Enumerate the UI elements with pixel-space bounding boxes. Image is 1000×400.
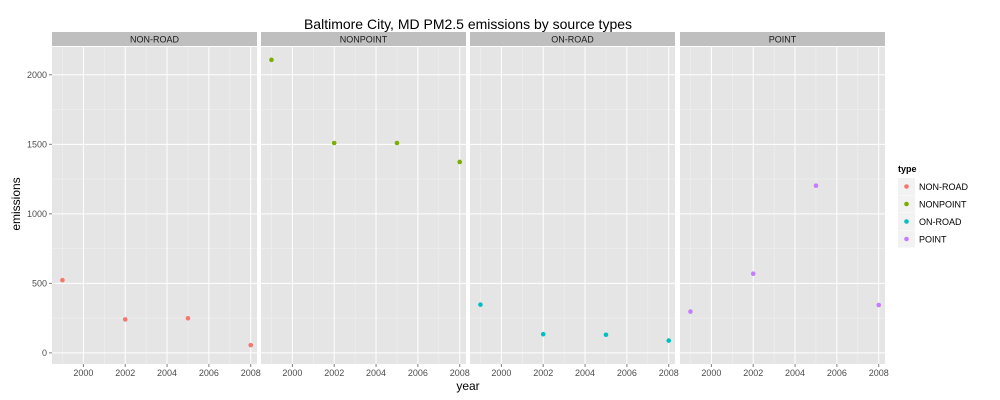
legend-point xyxy=(904,184,909,189)
panel-background xyxy=(261,47,466,364)
facet-strip-label: NON-ROAD xyxy=(130,35,179,45)
legend-item: POINT xyxy=(898,230,947,248)
y-tick-label: 1500 xyxy=(27,139,47,149)
x-axis-title: year xyxy=(456,379,479,393)
x-tick-label: 2000 xyxy=(701,368,721,378)
data-point xyxy=(394,140,400,146)
legend-item: NON-ROAD xyxy=(898,178,968,195)
data-point xyxy=(876,302,882,308)
facet-strip-label: NONPOINT xyxy=(340,35,388,45)
facet-panel-on-road: ON-ROAD 2000 2002 2004 2006 2008 xyxy=(470,32,679,378)
legend-label: NONPOINT xyxy=(919,200,967,210)
data-point xyxy=(122,317,128,322)
data-point xyxy=(60,277,65,283)
x-tick-label: 2000 xyxy=(73,368,93,378)
x-tick-label: 2002 xyxy=(533,368,553,378)
data-point xyxy=(269,57,274,63)
legend-label: ON-ROAD xyxy=(919,217,962,227)
data-point xyxy=(750,271,756,277)
facet-strip-label: POINT xyxy=(769,35,797,45)
x-tick-label: 2004 xyxy=(785,368,805,378)
x-tick-label: 2000 xyxy=(491,368,511,378)
y-tick-label: 500 xyxy=(32,278,47,288)
x-tick-label: 2004 xyxy=(575,368,595,378)
x-tick-label: 2000 xyxy=(282,368,302,378)
y-axis-title: emissions xyxy=(9,177,23,230)
x-tick-label: 2006 xyxy=(408,368,428,378)
panel-background xyxy=(680,47,885,364)
facet-panels: NON-ROAD 2000 2002 2004 2006 2008 NONPOINT 2000… xyxy=(52,32,889,378)
y-tick-label: 0 xyxy=(42,348,47,358)
x-tick-label: 2002 xyxy=(743,368,763,378)
data-point xyxy=(185,315,191,321)
chart-title: Baltimore City, MD PM2.5 emissions by so… xyxy=(304,16,632,32)
x-tick-label: 2008 xyxy=(450,368,470,378)
x-tick-label: 2004 xyxy=(157,368,177,378)
data-point xyxy=(248,342,254,348)
x-tick-label: 2008 xyxy=(659,368,679,378)
facet-strip xyxy=(470,32,675,46)
data-point xyxy=(666,338,672,343)
facet-panel-point: POINT 2000 2002 2004 2006 2008 xyxy=(680,32,889,378)
x-tick-label: 2004 xyxy=(366,368,386,378)
legend-label: NON-ROAD xyxy=(919,182,968,192)
legend-label: POINT xyxy=(919,235,947,245)
legend-point xyxy=(904,201,909,207)
legend-point xyxy=(904,219,909,224)
x-tick-label: 2008 xyxy=(241,368,261,378)
facet-panel-non-road: NON-ROAD 2000 2002 2004 2006 2008 xyxy=(52,32,261,378)
x-tick-label: 2002 xyxy=(324,368,344,378)
data-point xyxy=(478,302,483,307)
facet-panel-nonpoint: NONPOINT 2000 2002 2004 2006 2008 xyxy=(261,32,470,378)
facet-strip xyxy=(680,32,885,46)
x-tick-label: 2006 xyxy=(199,368,219,378)
data-point xyxy=(457,159,463,165)
x-tick-label: 2006 xyxy=(617,368,637,378)
legend-title: type xyxy=(898,164,917,174)
facet-strip-label: ON-ROAD xyxy=(551,35,594,45)
data-point xyxy=(540,331,546,337)
legend-point xyxy=(904,236,909,242)
x-tick-label: 2008 xyxy=(869,368,889,378)
x-tick-label: 2006 xyxy=(827,368,847,378)
data-point xyxy=(813,183,819,188)
legend-item: NONPOINT xyxy=(898,195,967,213)
data-point xyxy=(688,309,693,314)
data-point xyxy=(603,332,609,338)
panel-background xyxy=(470,47,675,364)
facet-strip xyxy=(52,32,257,46)
data-point xyxy=(331,140,337,146)
panel-background xyxy=(52,47,257,364)
x-tick-label: 2002 xyxy=(115,368,135,378)
y-axis: 0 500 1000 1500 2000 xyxy=(27,70,52,358)
legend-item: ON-ROAD xyxy=(898,213,962,230)
y-tick-label: 1000 xyxy=(27,209,47,219)
facet-strip xyxy=(261,32,466,46)
y-tick-label: 2000 xyxy=(27,70,47,80)
